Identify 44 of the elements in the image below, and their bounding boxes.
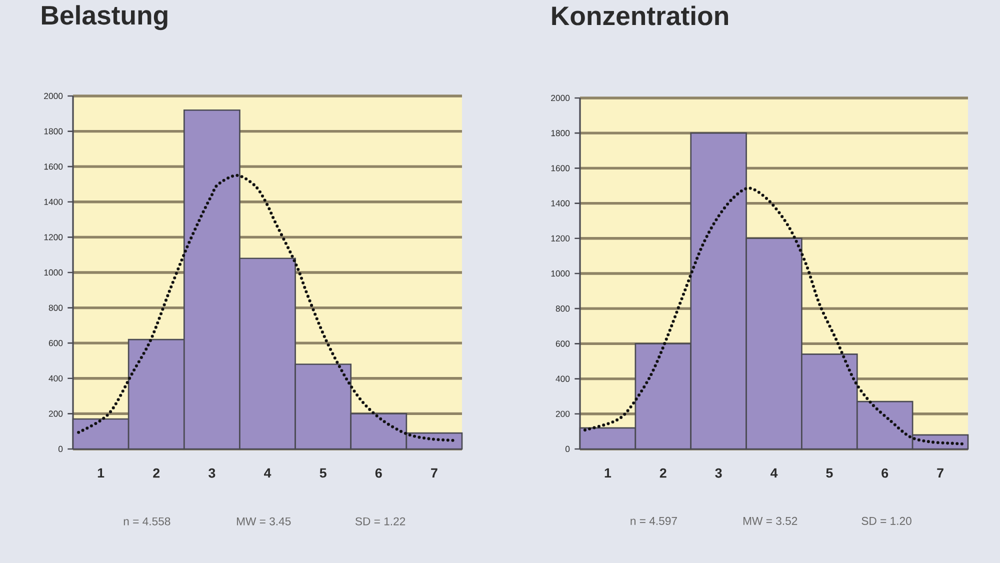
- chart-title: Belastung: [42, 5, 168, 30]
- x-tick-label: 7: [937, 468, 944, 478]
- x-tick-label: 6: [882, 468, 888, 478]
- y-tick-label: 1600: [44, 164, 63, 170]
- y-tick-label: 1000: [551, 270, 570, 277]
- y-tick-label: 1800: [44, 128, 63, 134]
- y-tick-label: 800: [556, 306, 570, 312]
- y-tick-label: 2000: [551, 94, 570, 102]
- text: MW = 3.45: [236, 517, 291, 526]
- y-tick-label: 1800: [551, 130, 570, 136]
- y-tick-label: 0: [58, 446, 63, 452]
- x-tick-label: 3: [715, 468, 722, 478]
- x-tick-label: 6: [375, 468, 382, 478]
- x-tick-label: 1: [604, 468, 612, 478]
- x-tick-label: 5: [320, 468, 326, 478]
- y-tick-label: 0: [565, 446, 570, 452]
- x-tick-label: 2: [660, 468, 666, 478]
- y-tick-label: 200: [556, 410, 570, 417]
- y-tick-label: 1200: [551, 235, 570, 242]
- text: MW = 3.52: [743, 516, 798, 525]
- chart-title: Konzentration: [552, 6, 728, 26]
- x-tick-label: 4: [264, 468, 272, 478]
- y-tick-label: 1200: [44, 234, 63, 240]
- y-tick-label: 800: [48, 304, 63, 311]
- text: n = 4.597: [630, 516, 677, 525]
- y-tick-label: 400: [556, 376, 570, 382]
- x-tick-label: 3: [208, 468, 216, 478]
- y-tick-label: 1400: [551, 200, 570, 206]
- x-tick-label: 2: [153, 468, 160, 478]
- text: SD = 1.20: [862, 516, 912, 525]
- text: SD = 1.22: [355, 517, 406, 526]
- y-tick-label: 200: [48, 410, 63, 417]
- y-tick-label: 1400: [44, 198, 63, 205]
- x-tick-label: 7: [431, 468, 438, 478]
- y-tick-label: 1600: [551, 165, 570, 172]
- x-tick-label: 4: [770, 468, 778, 478]
- x-tick-label: 5: [826, 468, 833, 478]
- text: n = 4.558: [124, 517, 170, 526]
- y-tick-label: 600: [556, 340, 570, 347]
- x-tick-label: 1: [98, 468, 104, 478]
- y-tick-label: 1000: [44, 269, 63, 276]
- y-tick-label: 600: [48, 340, 63, 346]
- y-tick-label: 2000: [44, 92, 63, 100]
- y-tick-label: 400: [48, 375, 63, 382]
